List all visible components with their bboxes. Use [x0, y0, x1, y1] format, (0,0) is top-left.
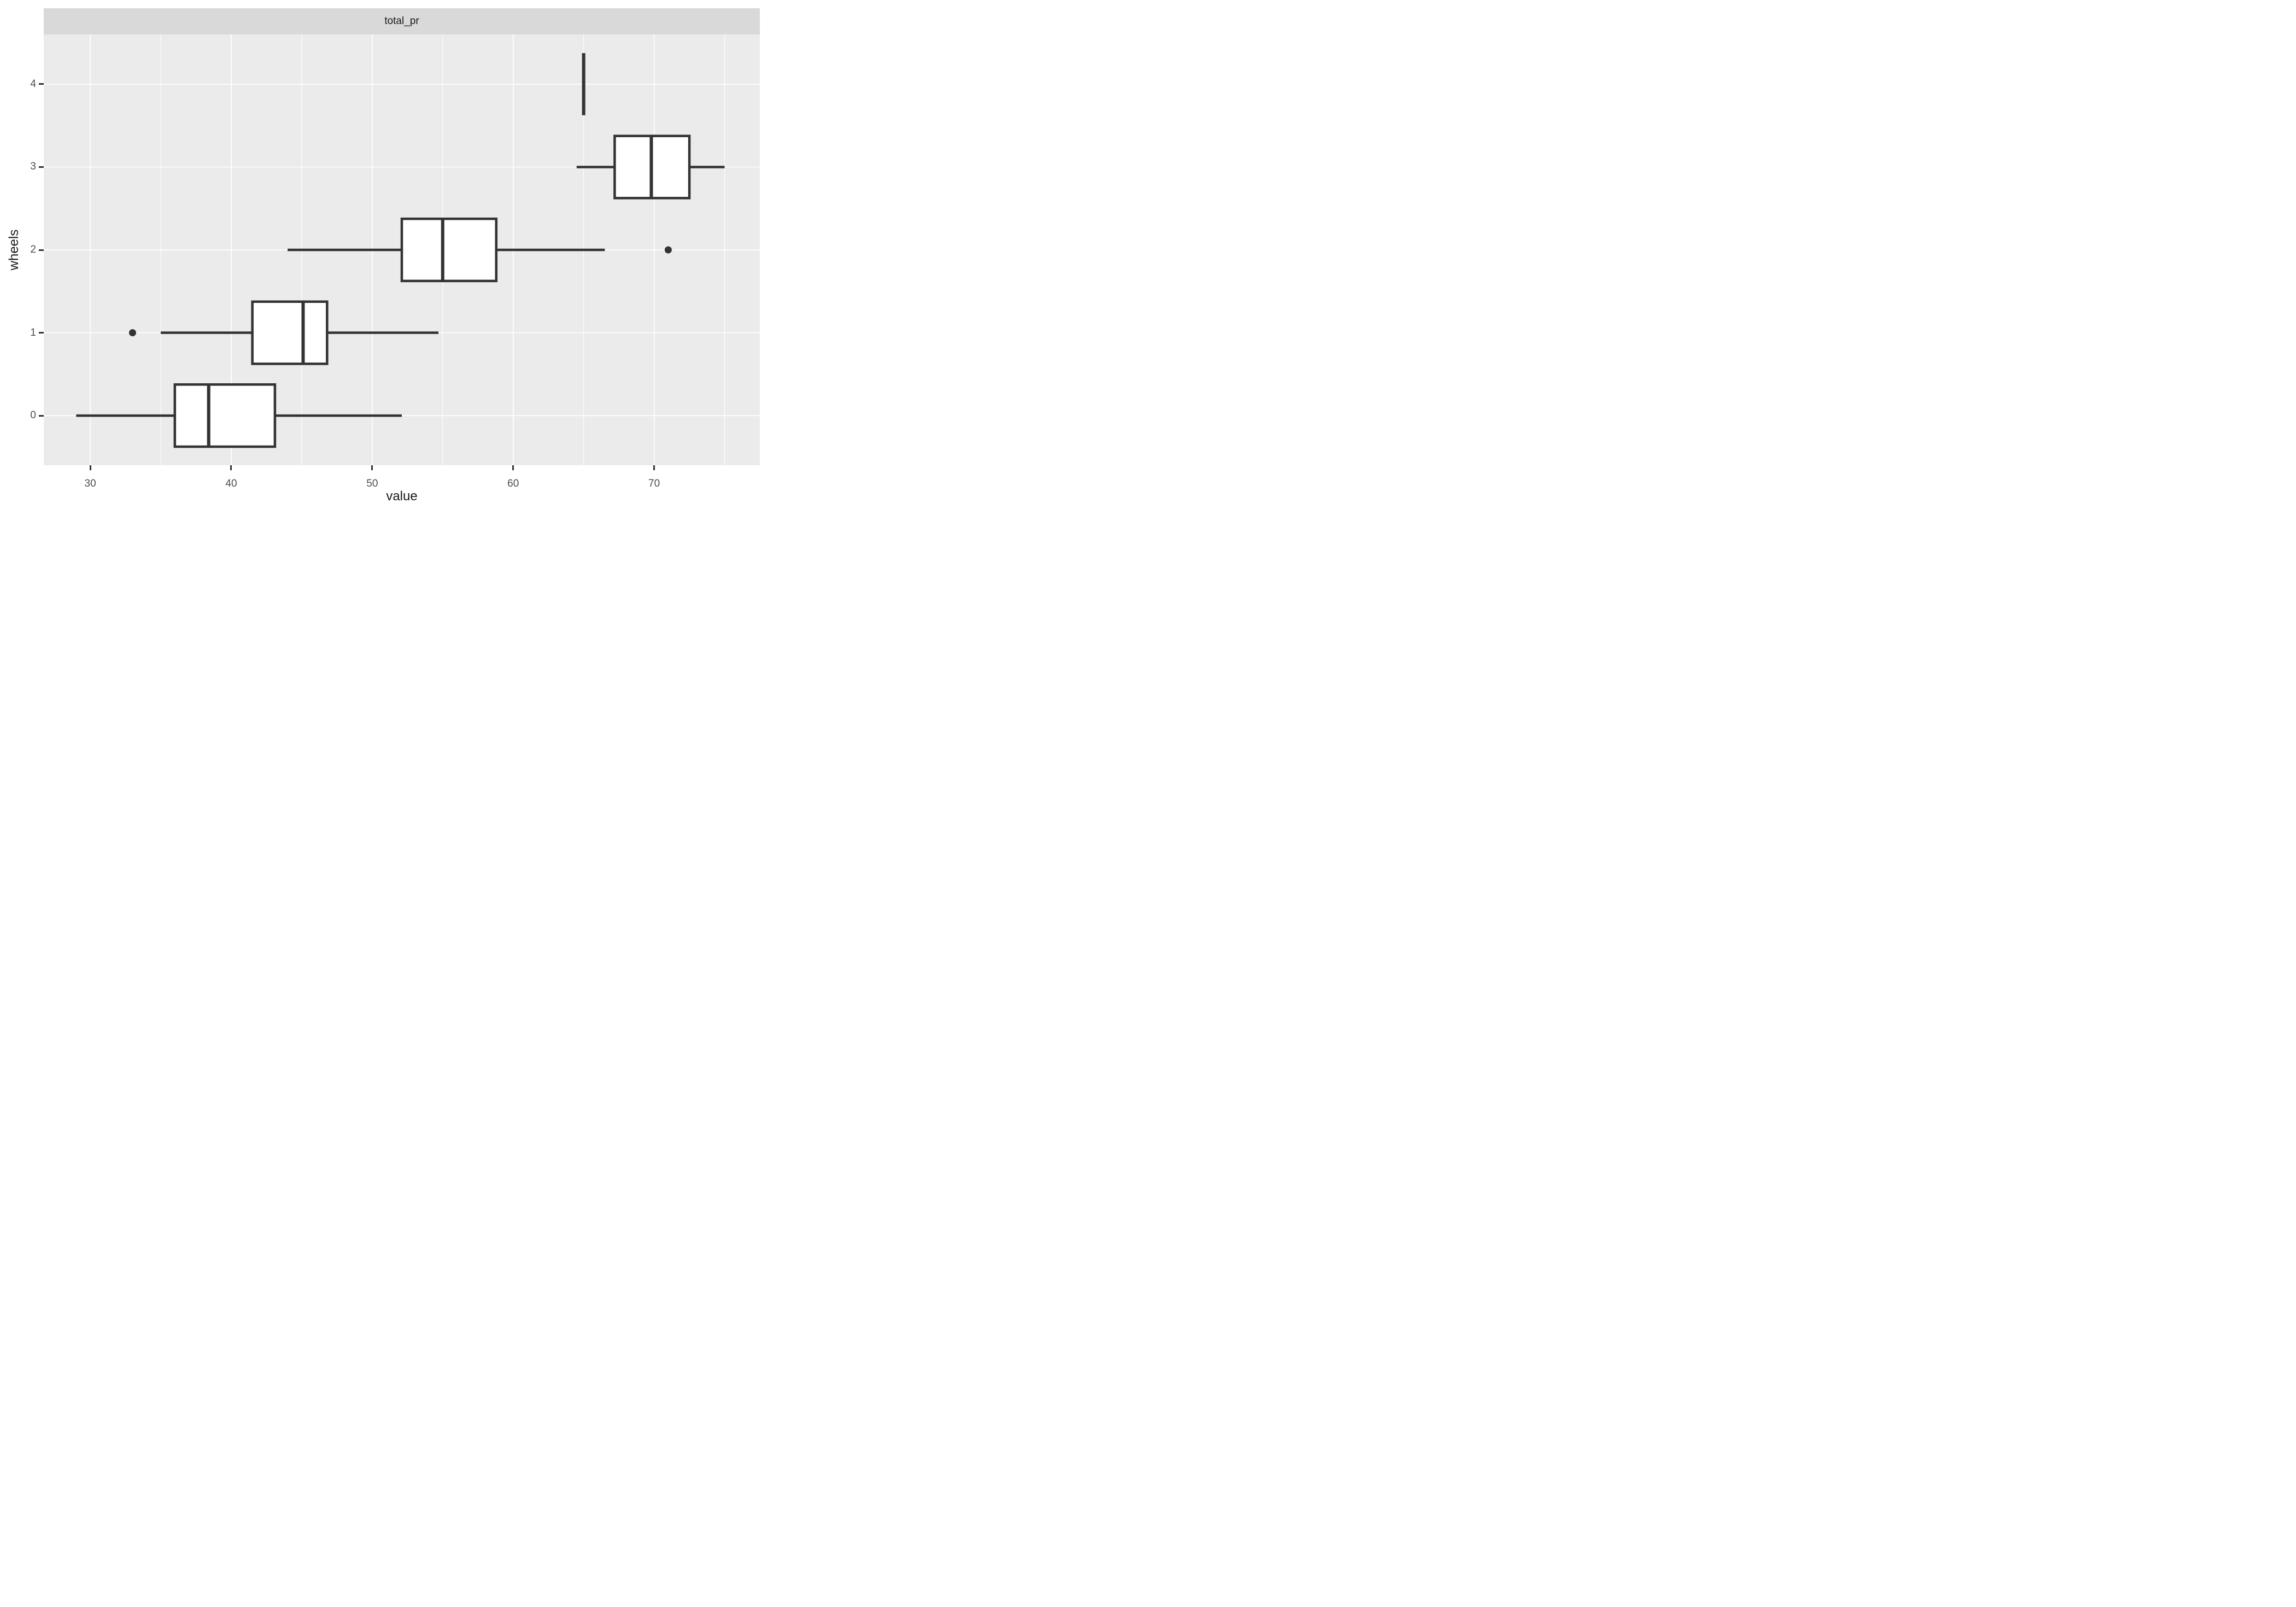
- boxplot-figure: total_pr 30 40 50 60 70 0 1 2 3 4 value wheels: [0, 0, 765, 536]
- x-tick-label: 50: [366, 478, 378, 489]
- y-tick-mark: [39, 249, 44, 251]
- x-tick-mark: [653, 465, 655, 470]
- y-tick-label: 1: [30, 326, 36, 338]
- boxplot-canvas: [44, 34, 760, 465]
- y-tick-mark: [39, 83, 44, 85]
- x-tick-label: 60: [507, 478, 519, 489]
- y-tick-label: 0: [30, 410, 36, 422]
- x-tick-label: 30: [84, 478, 96, 489]
- boxplot-box: [251, 300, 329, 365]
- boxplot-box: [173, 383, 277, 448]
- y-tick-label: 2: [30, 244, 36, 255]
- x-tick-mark: [230, 465, 232, 470]
- x-tick-mark: [371, 465, 373, 470]
- x-axis-title: value: [386, 489, 418, 504]
- x-tick-label: 40: [225, 478, 237, 489]
- boxplot-box: [400, 217, 498, 283]
- facet-strip: total_pr: [44, 8, 760, 34]
- plot-panel: [44, 34, 760, 465]
- y-tick-mark: [39, 332, 44, 334]
- outlier-point: [664, 246, 672, 254]
- x-tick-label: 70: [648, 478, 660, 489]
- y-tick-mark: [39, 414, 44, 417]
- outlier-point: [128, 329, 136, 337]
- x-tick-mark: [512, 465, 514, 470]
- y-tick-label: 4: [30, 78, 36, 90]
- y-axis-title: wheels: [7, 229, 21, 271]
- y-tick-mark: [39, 166, 44, 168]
- x-tick-mark: [89, 465, 91, 470]
- y-tick-label: 3: [30, 161, 36, 173]
- facet-strip-label: total_pr: [384, 15, 419, 27]
